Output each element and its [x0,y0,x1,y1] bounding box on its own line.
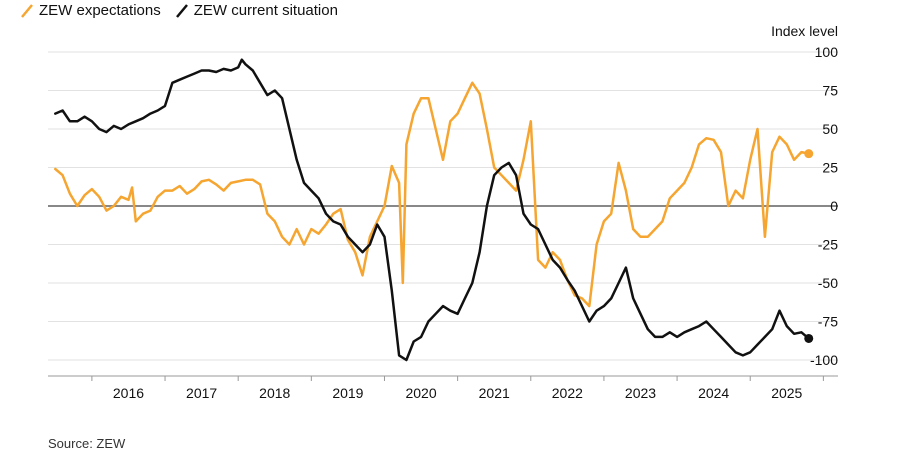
y-tick-label: -75 [818,314,838,330]
y-axis-unit-label: Index level [771,23,838,39]
x-tick-label: 2017 [186,385,217,401]
series-lines [54,58,814,362]
y-tick-label: 50 [822,121,838,137]
gridlines [48,51,838,361]
legend: ZEW expectations ZEW current situation [20,2,338,19]
x-tick-label: 2019 [332,385,363,401]
legend-label-current-situation: ZEW current situation [193,2,338,19]
y-tick-label: -50 [818,275,838,291]
x-tick-label: 2024 [698,385,729,401]
x-tick-label: 2023 [625,385,656,401]
y-tick-label: -100 [810,352,838,368]
slash-orange-icon [21,3,33,18]
x-tick-label: 2020 [405,385,436,401]
x-tick-label: 2025 [771,385,802,401]
y-tick-label: -25 [818,237,838,253]
legend-item-current-situation: ZEW current situation [175,2,338,19]
series-line-expectations [54,81,810,308]
series-end-marker [804,149,814,159]
x-tick-label: 2016 [113,385,144,401]
y-tick-label: 100 [815,44,839,60]
legend-item-expectations: ZEW expectations [20,2,161,19]
y-tick-label: 75 [822,83,838,99]
x-axis-ticks: 2016 2017 2018 2019 2020 2021 2022 2023 2024 2025 [91,376,824,401]
x-tick-label: 2018 [259,385,290,401]
source-note: Source: ZEW [48,436,126,451]
legend-label-expectations: ZEW expectations [39,2,161,19]
y-tick-label: 25 [822,160,838,176]
y-tick-label: 0 [830,198,838,214]
series-line-current-situation [54,58,810,362]
x-tick-label: 2022 [552,385,583,401]
y-axis-ticks: 100 75 50 25 0 -25 -50 -75 -100 [810,44,838,368]
slash-black-icon [175,3,188,18]
x-tick-label: 2021 [479,385,510,401]
series-end-marker [804,333,814,343]
